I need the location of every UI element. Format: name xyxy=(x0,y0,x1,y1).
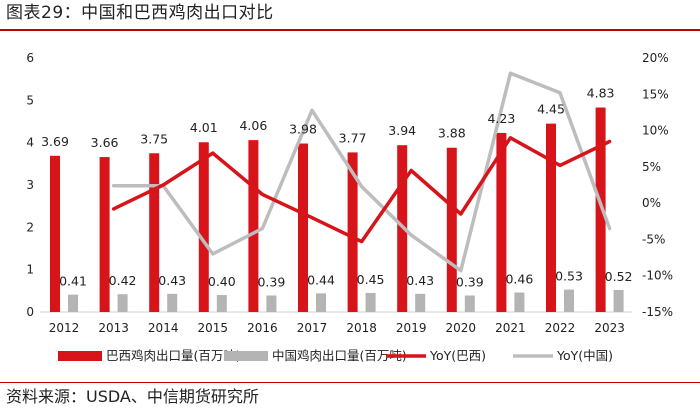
bar-brazil xyxy=(198,142,209,312)
data-label-china: 0.41 xyxy=(59,274,87,289)
data-label-brazil: 3.88 xyxy=(438,126,466,141)
x-tick-label: 2014 xyxy=(148,321,179,335)
data-label-brazil: 3.66 xyxy=(91,135,119,150)
legend: 巴西鸡肉出口量(百万吨) 中国鸡肉出口量(百万吨) YoY(巴西) YoY(中国) xyxy=(58,348,613,363)
data-label-china: 0.43 xyxy=(406,273,434,288)
y-right-tick-label: -5% xyxy=(642,232,665,246)
y-left-tick-label: 0 xyxy=(26,305,34,319)
data-label-brazil: 4.23 xyxy=(487,111,515,126)
source-rule xyxy=(0,382,700,383)
y-right-tick-label: -15% xyxy=(642,305,673,319)
data-label-brazil: 4.06 xyxy=(239,118,267,133)
data-label-brazil: 4.83 xyxy=(587,86,615,101)
bar-brazil xyxy=(99,157,110,312)
bar-series xyxy=(50,107,624,312)
right-axis: -15% -10% -5% 0% 5% 10% 15% 20% xyxy=(642,51,673,319)
figure-title: 图表29：中国和巴西鸡肉出口对比 xyxy=(6,3,274,23)
data-label-brazil: 3.69 xyxy=(41,134,69,149)
line-yoy-brazil xyxy=(111,136,612,244)
bar-brazil xyxy=(298,143,308,312)
data-label-brazil: 4.01 xyxy=(190,120,218,135)
x-tick-label: 2016 xyxy=(247,321,278,335)
bar-china xyxy=(514,292,525,312)
y-right-tick-label: -10% xyxy=(642,269,673,283)
bar-china xyxy=(316,293,326,312)
data-label-china: 0.46 xyxy=(505,272,533,287)
line-yoy-china xyxy=(111,71,612,273)
bar-brazil xyxy=(50,155,60,312)
legend-swatch xyxy=(224,351,268,361)
bar-brazil xyxy=(496,132,507,312)
legend-swatch xyxy=(58,351,102,361)
x-tick-label: 2012 xyxy=(49,321,80,335)
bar-china xyxy=(365,292,376,312)
x-tick-label: 2023 xyxy=(594,321,625,335)
bar-brazil xyxy=(347,152,358,312)
data-label-china: 0.39 xyxy=(456,274,484,289)
y-right-tick-label: 0% xyxy=(642,196,661,210)
y-left-tick-label: 5 xyxy=(26,93,34,107)
data-label-china: 0.43 xyxy=(158,273,186,288)
y-right-tick-label: 5% xyxy=(642,160,661,174)
x-tick-label: 2020 xyxy=(446,321,477,335)
x-axis: 2012 2013 2014 2015 2016 2017 2018 2019 2020 2021… xyxy=(49,321,625,335)
y-left-tick-label: 6 xyxy=(26,51,34,65)
bar-brazil xyxy=(546,123,556,312)
bar-china xyxy=(68,294,78,312)
legend-label: YoY(巴西) xyxy=(429,348,486,363)
bar-china xyxy=(216,295,227,312)
data-label-china: 0.45 xyxy=(357,272,385,287)
data-label-brazil: 3.75 xyxy=(140,131,168,146)
y-left-tick-label: 4 xyxy=(26,136,34,150)
line-series xyxy=(111,71,612,273)
data-label-china: 0.53 xyxy=(555,269,583,284)
left-axis: 0 1 2 3 4 5 6 xyxy=(26,51,34,319)
data-labels: 3.69 0.41 3.66 0.42 3.75 0.43 4.01 0.40 4.06 0.39… xyxy=(41,86,632,290)
bar-china xyxy=(464,295,475,312)
y-right-tick-label: 15% xyxy=(642,87,669,101)
x-tick-label: 2017 xyxy=(297,321,328,335)
x-tick-label: 2019 xyxy=(396,321,427,335)
bar-brazil xyxy=(149,153,160,312)
data-label-china: 0.42 xyxy=(109,273,137,288)
x-tick-label: 2022 xyxy=(545,321,576,335)
data-label-brazil: 3.94 xyxy=(388,123,416,138)
x-tick-label: 2018 xyxy=(346,321,377,335)
y-left-tick-label: 3 xyxy=(26,178,34,192)
legend-label: 巴西鸡肉出口量(百万吨) xyxy=(106,348,241,363)
x-tick-label: 2013 xyxy=(98,321,129,335)
data-label-brazil: 4.45 xyxy=(537,102,565,117)
y-left-tick-label: 1 xyxy=(26,263,34,277)
x-tick-label: 2015 xyxy=(198,321,229,335)
title-rule xyxy=(0,29,700,31)
y-right-tick-label: 10% xyxy=(642,124,669,138)
bar-brazil xyxy=(595,107,606,312)
bar-china xyxy=(266,295,277,312)
source-note: 资料来源：USDA、中信期货研究所 xyxy=(6,387,259,406)
legend-label: YoY(中国) xyxy=(556,348,613,363)
data-label-china: 0.39 xyxy=(257,274,285,289)
bar-china xyxy=(613,289,624,312)
data-label-china: 0.40 xyxy=(208,274,236,289)
y-right-tick-label: 20% xyxy=(642,51,669,65)
bar-china xyxy=(167,293,178,312)
data-label-china: 0.52 xyxy=(605,269,633,284)
bar-brazil xyxy=(446,147,457,312)
bar-china xyxy=(564,289,574,312)
legend-label: 中国鸡肉出口量(百万吨) xyxy=(272,348,407,363)
bar-brazil xyxy=(248,140,259,312)
bar-china xyxy=(117,294,128,312)
bar-china xyxy=(415,293,426,312)
data-label-brazil: 3.98 xyxy=(289,122,317,137)
data-label-brazil: 3.77 xyxy=(339,130,367,145)
x-tick-label: 2021 xyxy=(495,321,526,335)
y-left-tick-label: 2 xyxy=(26,220,34,234)
data-label-china: 0.44 xyxy=(307,272,335,287)
